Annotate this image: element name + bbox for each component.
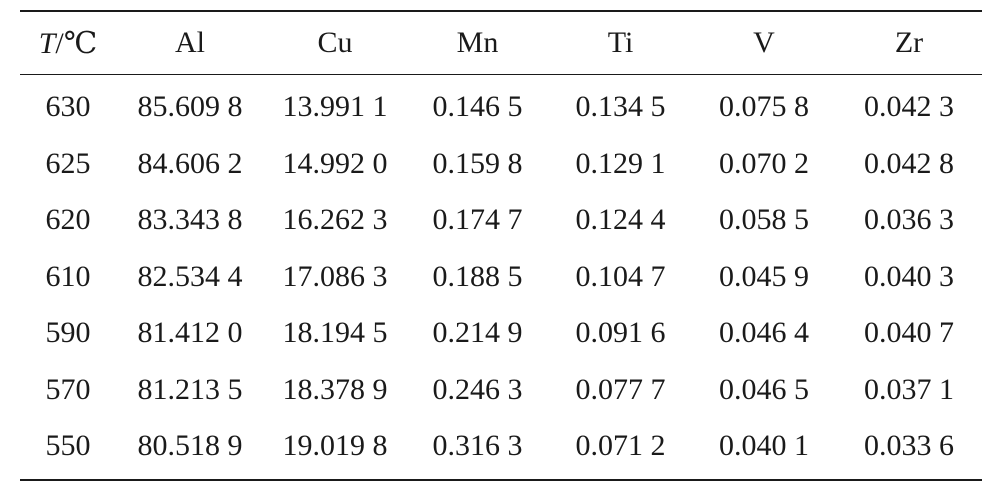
- cell-cu: 17.086 3: [282, 259, 388, 293]
- cell-cu: 16.262 3: [282, 203, 388, 237]
- cell-cu: 19.019 8: [282, 429, 388, 463]
- table-body: 630 85.609 8 13.991 1 0.146 5 0.134 5 0.…: [20, 75, 982, 480]
- cell-temperature: 570: [45, 372, 91, 406]
- table-row: 610 82.534 4 17.086 3 0.188 5 0.104 7 0.…: [20, 249, 982, 306]
- header-temperature: T/℃: [20, 11, 116, 75]
- cell-zr: 0.042 3: [864, 90, 954, 124]
- cell-ti: 0.134 5: [575, 90, 666, 124]
- cell-mn: 0.146 5: [432, 90, 523, 124]
- cell-cu: 18.194 5: [282, 316, 388, 350]
- header-cu: Cu: [317, 26, 353, 59]
- header-ti: Ti: [607, 26, 634, 59]
- cell-mn: 0.316 3: [432, 429, 523, 463]
- temperature-symbol: T: [38, 26, 56, 60]
- cell-v: 0.070 2: [719, 146, 809, 180]
- header-al: Al: [175, 26, 205, 59]
- cell-al: 80.518 9: [137, 429, 243, 463]
- cell-al: 83.343 8: [137, 203, 243, 237]
- cell-mn: 0.188 5: [432, 259, 523, 293]
- composition-table: T/℃ Al Cu Mn Ti V Zr 630 85.609 8 13.991…: [20, 10, 982, 481]
- cell-v: 0.075 8: [719, 90, 809, 124]
- cell-al: 82.534 4: [137, 259, 243, 293]
- cell-v: 0.046 4: [719, 316, 809, 350]
- cell-mn: 0.246 3: [432, 372, 523, 406]
- cell-temperature: 620: [45, 203, 91, 237]
- cell-al: 85.609 8: [137, 90, 243, 124]
- cell-cu: 18.378 9: [282, 372, 388, 406]
- cell-temperature: 610: [45, 259, 91, 293]
- temperature-unit: /℃: [55, 26, 98, 60]
- table-row: 620 83.343 8 16.262 3 0.174 7 0.124 4 0.…: [20, 192, 982, 249]
- cell-temperature: 630: [45, 90, 91, 124]
- cell-zr: 0.042 8: [864, 146, 954, 180]
- table-row: 630 85.609 8 13.991 1 0.146 5 0.134 5 0.…: [20, 75, 982, 136]
- cell-zr: 0.040 7: [864, 316, 954, 350]
- table-row: 590 81.412 0 18.194 5 0.214 9 0.091 6 0.…: [20, 305, 982, 362]
- cell-mn: 0.174 7: [432, 203, 523, 237]
- header-row: T/℃ Al Cu Mn Ti V Zr: [20, 11, 982, 75]
- cell-cu: 14.992 0: [282, 146, 388, 180]
- cell-temperature: 625: [45, 146, 91, 180]
- cell-al: 81.213 5: [137, 372, 243, 406]
- cell-v: 0.045 9: [719, 259, 809, 293]
- cell-zr: 0.033 6: [864, 429, 954, 463]
- header-mn: Mn: [456, 26, 499, 59]
- cell-cu: 13.991 1: [282, 90, 388, 124]
- cell-temperature: 590: [45, 316, 91, 350]
- cell-al: 81.412 0: [137, 316, 243, 350]
- cell-zr: 0.040 3: [864, 259, 954, 293]
- cell-zr: 0.037 1: [864, 372, 954, 406]
- cell-ti: 0.091 6: [575, 316, 666, 350]
- table-row: 570 81.213 5 18.378 9 0.246 3 0.077 7 0.…: [20, 362, 982, 419]
- cell-ti: 0.124 4: [575, 203, 666, 237]
- cell-v: 0.058 5: [719, 203, 809, 237]
- cell-temperature: 550: [45, 429, 91, 463]
- cell-v: 0.046 5: [719, 372, 809, 406]
- cell-mn: 0.214 9: [432, 316, 523, 350]
- cell-al: 84.606 2: [137, 146, 243, 180]
- cell-ti: 0.104 7: [575, 259, 666, 293]
- cell-ti: 0.077 7: [575, 372, 666, 406]
- composition-table-container: T/℃ Al Cu Mn Ti V Zr 630 85.609 8 13.991…: [20, 10, 982, 481]
- header-v: V: [753, 26, 775, 59]
- cell-mn: 0.159 8: [432, 146, 523, 180]
- table-header: T/℃ Al Cu Mn Ti V Zr: [20, 11, 982, 75]
- cell-ti: 0.129 1: [575, 146, 666, 180]
- cell-ti: 0.071 2: [575, 429, 666, 463]
- cell-zr: 0.036 3: [864, 203, 954, 237]
- cell-v: 0.040 1: [719, 429, 809, 463]
- header-zr: Zr: [894, 26, 924, 59]
- table-row: 625 84.606 2 14.992 0 0.159 8 0.129 1 0.…: [20, 136, 982, 193]
- table-row: 550 80.518 9 19.019 8 0.316 3 0.071 2 0.…: [20, 418, 982, 480]
